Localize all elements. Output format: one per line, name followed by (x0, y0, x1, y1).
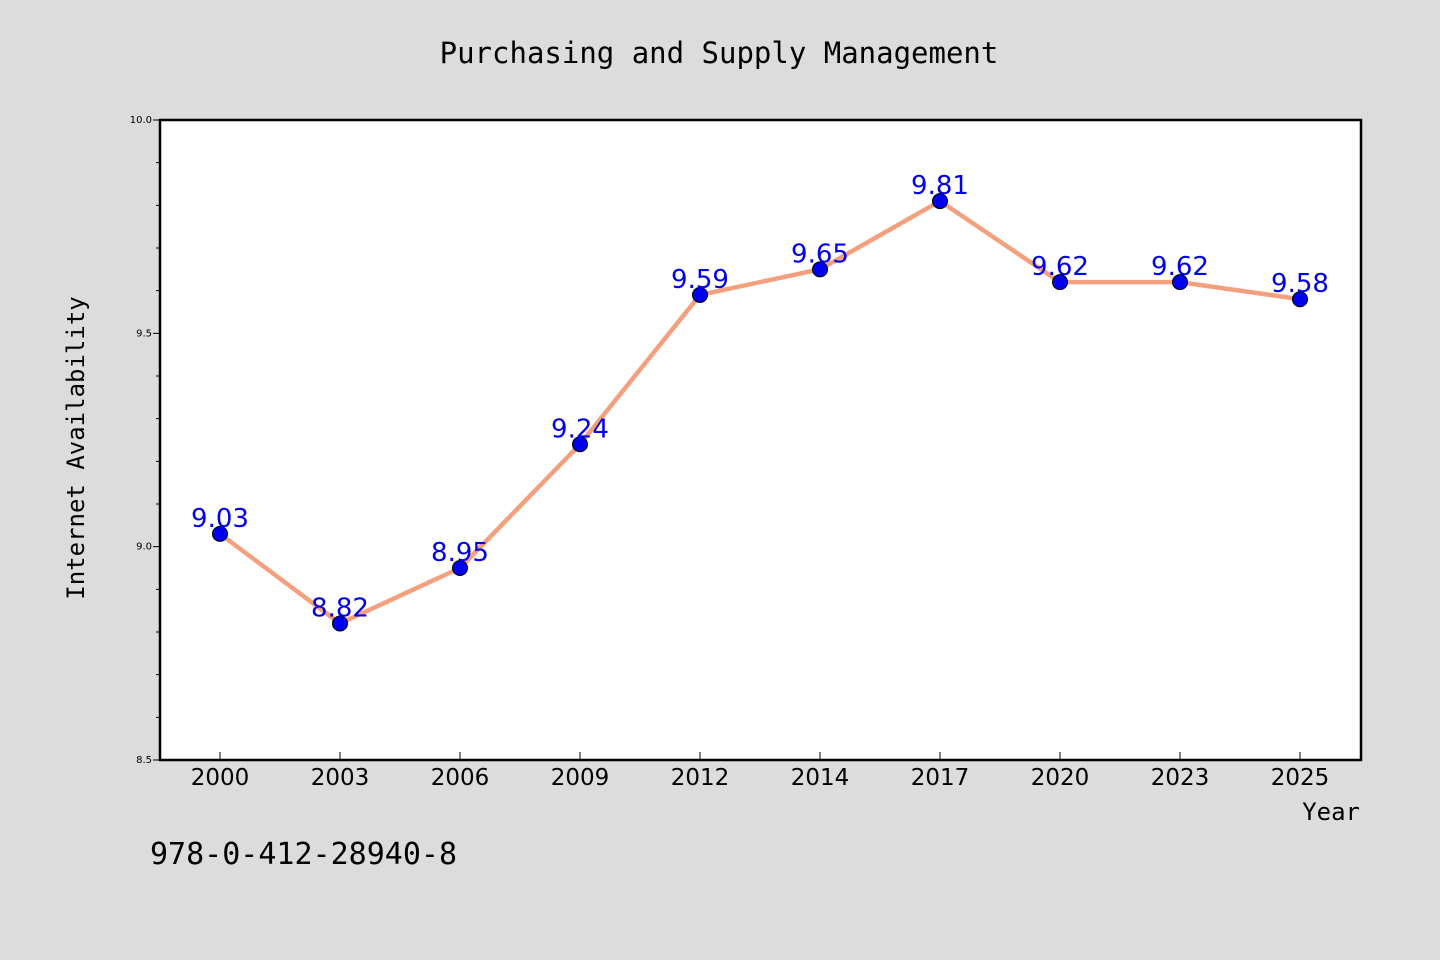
data-point (212, 525, 228, 542)
x-tick-label: 2003 (311, 765, 370, 791)
x-tick-label: 2000 (191, 765, 250, 791)
data-label: 9.03 (191, 504, 249, 534)
data-point (1052, 274, 1068, 291)
data-point (812, 261, 828, 278)
plot-area (160, 120, 1361, 760)
series-line (218, 198, 1301, 626)
data-label: 9.65 (791, 239, 849, 269)
y-axis-label: Internet Availability (62, 296, 90, 599)
y-tick-label: 10.0 (130, 115, 152, 126)
x-axis-label: Year (1302, 798, 1360, 826)
plot-frame (158, 118, 1363, 762)
data-point (932, 193, 948, 210)
y-tick-label: 9.5 (136, 328, 152, 339)
data-label: 9.24 (551, 414, 609, 444)
data-point (1172, 274, 1188, 291)
data-label: 9.81 (911, 171, 969, 201)
x-tick-label: 2017 (911, 765, 970, 791)
y-tick-label: 9.0 (136, 542, 152, 553)
data-point (692, 286, 708, 303)
x-tick-label: 2023 (1151, 765, 1210, 791)
y-tick-label: 8.5 (136, 755, 152, 766)
isbn-footnote: 978-0-412-28940-8 (150, 837, 457, 872)
data-point (572, 436, 588, 453)
data-label: 9.58 (1271, 269, 1329, 299)
data-label: 9.62 (1031, 252, 1089, 282)
x-tick-label: 2012 (671, 765, 730, 791)
data-label: 8.82 (311, 593, 369, 623)
x-tick-label: 2009 (551, 765, 610, 791)
data-point (1292, 291, 1308, 308)
x-tick-label: 2014 (791, 765, 850, 791)
data-label: 9.62 (1151, 252, 1209, 282)
data-point (452, 560, 468, 576)
x-tick-label: 2025 (1271, 765, 1330, 791)
data-label: 9.59 (671, 265, 729, 295)
x-tick-label: 2006 (431, 765, 490, 791)
x-tick-label: 2020 (1031, 765, 1090, 791)
chart-title: Purchasing and Supply Management (440, 36, 999, 70)
data-point (332, 615, 348, 632)
data-label: 8.95 (431, 538, 489, 568)
